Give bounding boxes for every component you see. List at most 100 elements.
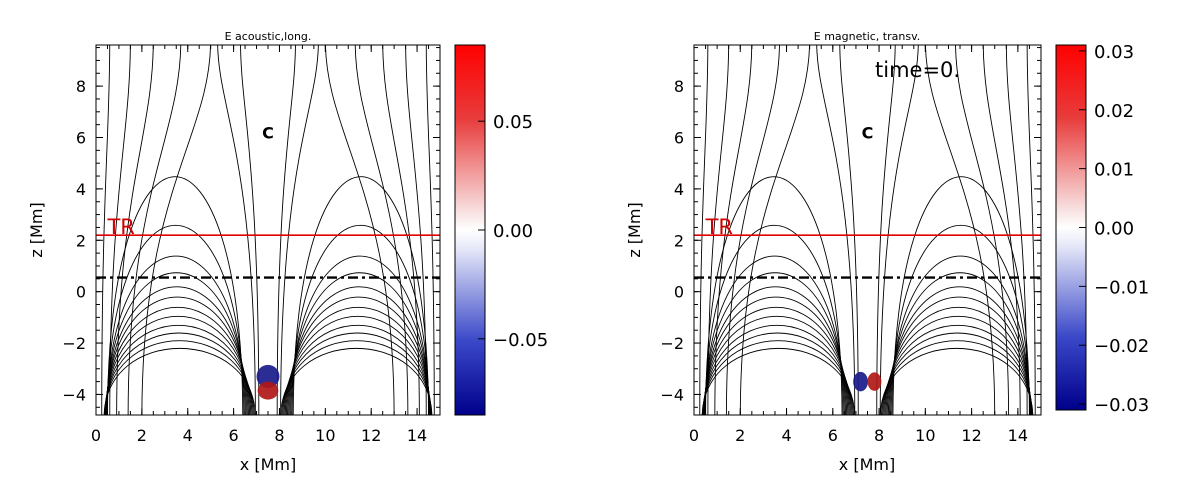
right-fieldline xyxy=(704,224,844,415)
right-x-tick-label: 0 xyxy=(689,426,699,445)
right-fieldline xyxy=(1005,45,1028,415)
left-y-tick-label: 2 xyxy=(76,231,86,250)
left-ticks: 0 2 4 6 8 10 12 14 −4 −2 0 2 4 6 8 xyxy=(62,45,441,445)
left-panel: E acoustic,long. TR C 0 2 4 6 8 10 12 14 −4 −2 0 2 4… xyxy=(27,30,548,474)
right-colorbar-tick-label: −0.03 xyxy=(1094,395,1149,416)
right-colorbar-tick-label: 0.01 xyxy=(1094,160,1134,181)
right-x-tick-label: 12 xyxy=(961,426,981,445)
left-y-tick-label: 8 xyxy=(76,77,86,96)
left-tr-label: TR xyxy=(106,215,134,239)
left-x-tick-label: 10 xyxy=(315,426,335,445)
left-fieldlines xyxy=(101,45,435,415)
left-x-tick-label: 14 xyxy=(407,426,427,445)
right-y-tick-label: 0 xyxy=(674,283,684,302)
left-fieldline xyxy=(141,45,211,415)
left-fieldline xyxy=(276,45,296,415)
left-energy-blob xyxy=(256,364,280,389)
right-fieldline xyxy=(982,45,1021,415)
left-fieldline xyxy=(291,224,430,415)
right-fieldline xyxy=(714,45,753,415)
left-y-tick-label: −4 xyxy=(62,385,86,404)
right-y-axis-label: z [Mm] xyxy=(625,202,644,257)
right-fieldline xyxy=(839,45,859,415)
left-x-tick-label: 8 xyxy=(274,426,284,445)
left-y-tick-label: 0 xyxy=(76,283,86,302)
left-fieldline xyxy=(105,286,248,415)
right-fieldline xyxy=(739,45,810,415)
right-fieldline xyxy=(955,45,1010,415)
right-y-tick-label: 8 xyxy=(674,77,684,96)
left-fieldline xyxy=(289,272,430,415)
left-x-axis-label: x [Mm] xyxy=(240,455,296,474)
left-colorbar-tick-label: 0.00 xyxy=(493,221,533,242)
left-y-axis-label: z [Mm] xyxy=(27,202,46,257)
left-fieldline xyxy=(127,45,182,415)
left-x-tick-label: 4 xyxy=(183,426,193,445)
right-fieldline xyxy=(879,45,919,415)
right-colorbar-tick-label: 0.00 xyxy=(1094,219,1134,240)
left-colorbar-tick-label: 0.05 xyxy=(493,112,533,133)
right-fieldline xyxy=(699,45,709,415)
left-fieldline xyxy=(325,45,395,415)
left-colorbar-ticks: 0.05 0.00 −0.05 xyxy=(478,112,548,351)
right-y-tick-label: 6 xyxy=(674,129,684,148)
left-fieldline xyxy=(382,45,420,415)
left-fieldline xyxy=(101,45,111,415)
right-fieldline xyxy=(816,45,856,415)
right-plot-frame xyxy=(693,44,1042,416)
left-fieldline xyxy=(106,255,246,415)
right-colorbar-ticks: 0.03 0.02 0.01 0.00 −0.01 −0.02 −0.03 xyxy=(1079,42,1149,416)
left-fieldline xyxy=(280,348,433,415)
right-x-tick-label: 10 xyxy=(915,426,935,445)
left-colorbar-tick-label: −0.05 xyxy=(493,330,548,351)
right-colorbar-tick-label: −0.01 xyxy=(1094,277,1149,298)
left-energy-blob xyxy=(257,381,279,400)
right-x-tick-label: 2 xyxy=(735,426,745,445)
left-blobs xyxy=(256,364,280,400)
right-fieldline xyxy=(891,224,1031,415)
right-x-axis-label: x [Mm] xyxy=(839,455,895,474)
right-null-point-label: C xyxy=(862,123,874,142)
left-fieldline xyxy=(106,224,245,415)
left-x-tick-label: 0 xyxy=(91,426,101,445)
right-fieldline xyxy=(703,286,848,415)
left-y-tick-label: 4 xyxy=(76,180,86,199)
left-fieldline xyxy=(103,348,256,415)
right-panel: E magnetic, transv. TR C time=0. 0 2 4 6 8 10… xyxy=(625,30,1149,474)
left-fieldline xyxy=(354,45,409,415)
left-fieldline xyxy=(425,45,435,415)
right-fieldline xyxy=(876,45,896,415)
left-x-tick-label: 2 xyxy=(137,426,147,445)
right-energy-blob xyxy=(853,371,868,392)
right-fieldline xyxy=(925,45,996,415)
right-fieldline xyxy=(889,272,1031,415)
left-fieldline xyxy=(106,272,247,415)
right-colorbar-tick-label: 0.02 xyxy=(1094,101,1134,122)
right-fieldline xyxy=(705,176,843,415)
right-fieldline xyxy=(704,255,845,415)
right-x-tick-label: 6 xyxy=(828,426,838,445)
right-fieldlines xyxy=(699,45,1036,415)
right-x-tick-label: 14 xyxy=(1008,426,1028,445)
right-y-tick-label: 4 xyxy=(674,180,684,199)
right-y-tick-label: −4 xyxy=(660,385,684,404)
right-x-tick-label: 4 xyxy=(781,426,791,445)
right-y-tick-label: −2 xyxy=(660,334,684,353)
right-y-tick-label: 2 xyxy=(674,231,684,250)
right-colorbar-tick-label: 0.03 xyxy=(1094,42,1134,63)
right-time-label: time=0. xyxy=(875,58,960,82)
left-plot-frame xyxy=(95,44,441,416)
right-tr-label: TR xyxy=(705,215,733,239)
right-x-tick-label: 8 xyxy=(874,426,884,445)
left-fieldline xyxy=(240,45,260,415)
right-fieldline xyxy=(892,176,1030,415)
right-fieldline xyxy=(890,255,1031,415)
left-fieldline xyxy=(290,255,430,415)
right-ticks: 0 2 4 6 8 10 12 14 −4 −2 0 2 4 6 8 xyxy=(660,45,1042,445)
left-fieldline xyxy=(109,45,131,415)
right-fieldline xyxy=(887,286,1032,415)
left-plot-title: E acoustic,long. xyxy=(225,30,312,43)
left-fieldline xyxy=(405,45,427,415)
right-fieldline xyxy=(701,348,856,415)
